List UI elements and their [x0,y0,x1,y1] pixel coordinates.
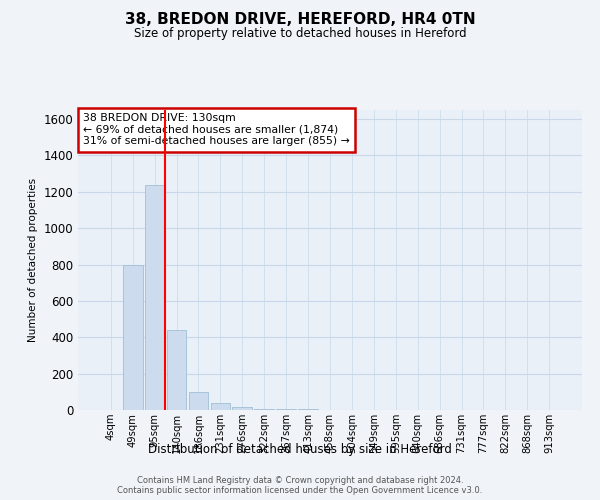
Bar [188,392,208,410]
Text: Contains HM Land Registry data © Crown copyright and database right 2024.
Contai: Contains HM Land Registry data © Crown c… [118,476,482,495]
Bar [167,330,187,410]
Bar [211,403,230,410]
Bar [276,409,296,410]
Text: Distribution of detached houses by size in Hereford: Distribution of detached houses by size … [148,442,452,456]
Text: 38 BREDON DRIVE: 130sqm
← 69% of detached houses are smaller (1,874)
31% of semi: 38 BREDON DRIVE: 130sqm ← 69% of detache… [83,113,350,146]
Text: Size of property relative to detached houses in Hereford: Size of property relative to detached ho… [134,28,466,40]
Bar [232,406,252,410]
Bar [123,264,143,410]
Bar [145,184,164,410]
Y-axis label: Number of detached properties: Number of detached properties [28,178,38,342]
Text: 38, BREDON DRIVE, HEREFORD, HR4 0TN: 38, BREDON DRIVE, HEREFORD, HR4 0TN [125,12,475,28]
Bar [254,408,274,410]
